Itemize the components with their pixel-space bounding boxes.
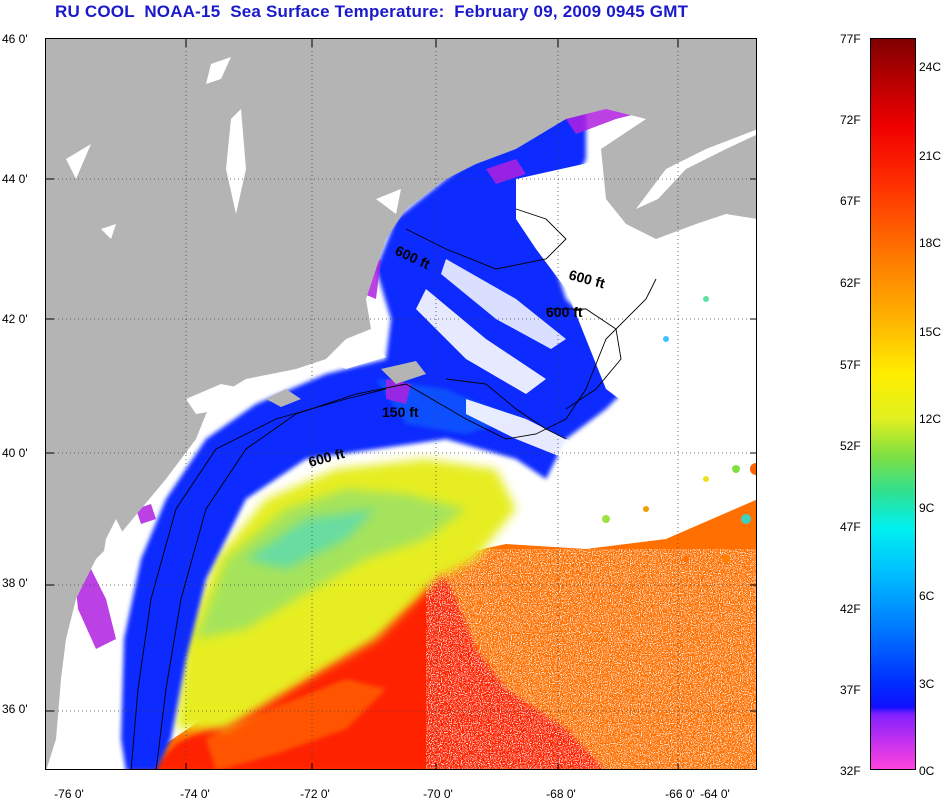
lat-label-42: 42 0'	[2, 312, 28, 326]
cb-label-32f: 32F	[840, 764, 861, 778]
cloud-streak-2	[441, 259, 566, 349]
land-mass	[46, 39, 756, 769]
cb-label-15c: 15C	[919, 325, 942, 339]
lat-label-40: 40 0'	[2, 446, 28, 460]
cb-label-21c: 21C	[919, 149, 942, 163]
cloud-streak-1	[416, 289, 546, 394]
sst-map-graphic: 600 ft 600 ft 600 ft 150 ft 600 ft	[46, 39, 756, 769]
cb-label-24c: 24C	[919, 60, 942, 74]
slope-water-cyan	[246, 509, 376, 569]
cb-label-72f: 72F	[840, 113, 861, 127]
lat-label-46: 46 0'	[2, 32, 28, 46]
cloud-streak-3	[466, 399, 586, 459]
cb-label-52f: 52F	[840, 439, 861, 453]
lat-label-38: 38 0'	[2, 576, 28, 590]
temperature-colorbar	[870, 38, 916, 770]
frame-ticks	[46, 39, 756, 769]
cb-label-37f: 37F	[840, 683, 861, 697]
inland-water	[66, 57, 678, 599]
bathymetry-contours	[130, 208, 657, 769]
cb-label-6c: 6C	[919, 589, 935, 603]
lat-label-44: 44 0'	[2, 172, 28, 186]
lon-label-74: -74 0'	[180, 787, 210, 801]
cb-label-47f: 47F	[840, 520, 861, 534]
cb-label-67f: 67F	[840, 194, 861, 208]
cb-label-9c: 9C	[919, 501, 935, 515]
lon-label-70: -70 0'	[423, 787, 453, 801]
cb-label-0c: 0C	[919, 764, 935, 778]
cb-label-62f: 62F	[840, 276, 861, 290]
graticule	[46, 39, 756, 769]
cb-label-42f: 42F	[840, 602, 861, 616]
cb-label-77f: 77F	[840, 32, 861, 46]
lat-label-36: 36 0'	[2, 702, 28, 716]
cb-label-12c: 12C	[919, 412, 942, 426]
lon-label-76: -76 0'	[54, 787, 84, 801]
warm-eddy	[206, 679, 386, 769]
lon-label-68: -68 0'	[546, 787, 576, 801]
scattered-sst-specks	[602, 296, 756, 563]
shelf-water-blue	[121, 109, 636, 769]
lon-label-66: -66 0'	[665, 787, 695, 801]
contour-label-150ft: 150 ft	[382, 404, 419, 420]
cloud-speckle	[426, 549, 756, 769]
cb-label-57f: 57F	[840, 358, 861, 372]
cb-label-3c: 3C	[919, 677, 935, 691]
lon-label-64: -64 0'	[700, 787, 730, 801]
cb-label-18c: 18C	[919, 236, 942, 250]
sst-map[interactable]: 600 ft 600 ft 600 ft 150 ft 600 ft	[45, 38, 757, 770]
slope-water-green	[196, 489, 466, 639]
lon-label-72: -72 0'	[300, 787, 330, 801]
contour-label-600ft-3: 600 ft	[546, 304, 583, 320]
map-title: RU COOL NOAA-15 Sea Surface Temperature:…	[55, 2, 689, 21]
